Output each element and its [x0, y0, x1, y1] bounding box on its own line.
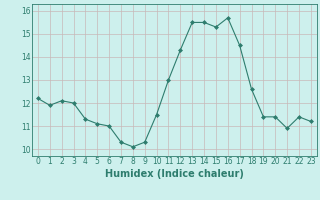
X-axis label: Humidex (Indice chaleur): Humidex (Indice chaleur) — [105, 169, 244, 179]
